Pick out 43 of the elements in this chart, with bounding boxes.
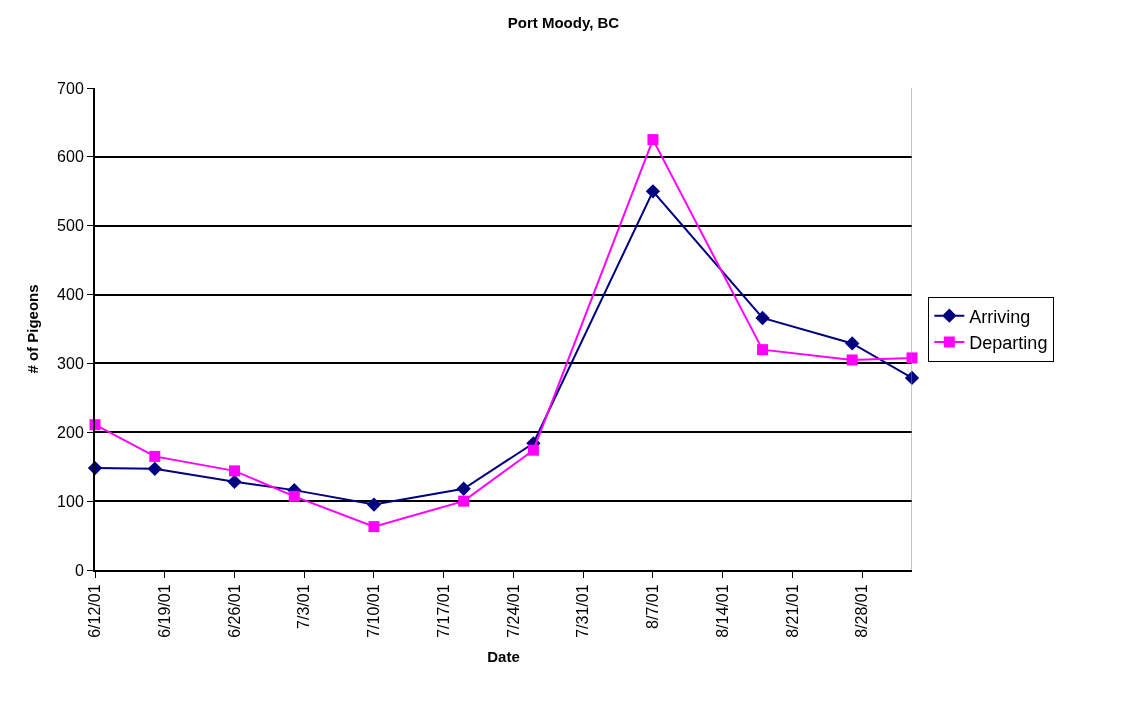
point: [906, 352, 918, 364]
x-tick-label: 8/14/01: [713, 584, 731, 638]
y-tick-label: 400: [57, 286, 84, 304]
y-tick-label: 500: [57, 217, 84, 235]
x-tick-label: 7/10/01: [365, 584, 383, 638]
chart-title: Port Moody, BC: [507, 14, 620, 32]
point: [366, 497, 382, 512]
y-axis-title: # of Pigeons: [23, 284, 41, 374]
point: [757, 344, 769, 356]
x-tick-label: 7/3/01: [295, 584, 313, 629]
point: [147, 461, 162, 476]
x-tick-label: 8/7/01: [644, 584, 662, 629]
x-tick-label: 6/26/01: [225, 584, 243, 638]
point: [645, 184, 661, 199]
legend-label: Departing: [969, 333, 1048, 354]
y-tick-label: 600: [57, 148, 84, 166]
point: [647, 134, 659, 146]
point: [845, 336, 860, 351]
point: [456, 481, 471, 496]
point: [755, 310, 770, 326]
point: [227, 474, 242, 490]
point: [904, 370, 920, 386]
x-tick-label: 8/28/01: [853, 584, 871, 638]
point: [288, 490, 300, 502]
y-tick-label: 0: [74, 561, 84, 579]
x-tick-label: 7/17/01: [434, 584, 452, 638]
point: [149, 450, 161, 462]
x-tick-label: 7/24/01: [504, 584, 522, 638]
x-tick-label: 6/19/01: [155, 584, 173, 638]
y-tick-label: 100: [57, 492, 84, 510]
point: [527, 444, 539, 456]
y-tick-label: 300: [57, 355, 84, 373]
point: [368, 521, 380, 533]
point: [846, 354, 858, 366]
x-tick-label: 6/12/01: [86, 584, 104, 638]
point: [228, 465, 240, 477]
y-tick-label: 700: [57, 79, 84, 97]
y-tick-label: 200: [57, 423, 84, 441]
legend-label: Arriving: [969, 306, 1031, 327]
x-axis-title: Date: [487, 648, 520, 666]
x-tick-label: 8/21/01: [783, 584, 801, 638]
x-tick-label: 7/31/01: [574, 584, 592, 638]
point: [458, 495, 470, 507]
